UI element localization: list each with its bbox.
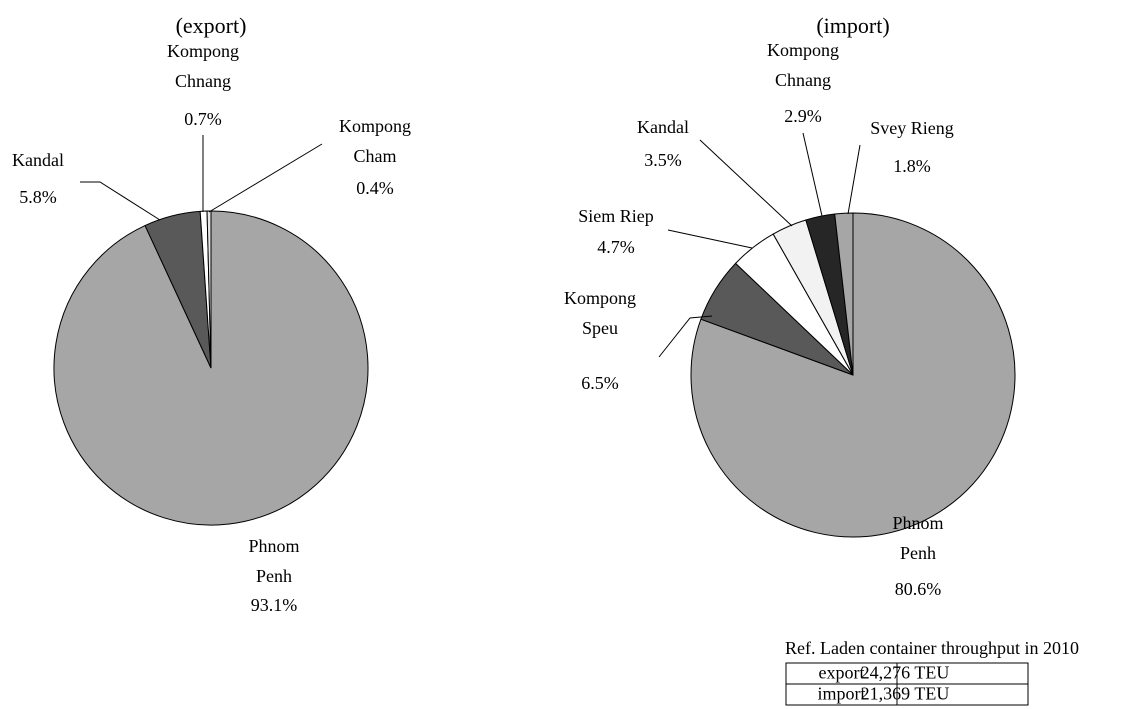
- table-cell-text: 21,369 TEU: [861, 684, 950, 704]
- pie-slice: [834, 212, 854, 376]
- slice-value-label: 93.1%: [251, 595, 298, 615]
- leader-line: [847, 144, 861, 215]
- slice-value-label: 6.5%: [581, 373, 619, 393]
- table-cell-text: export: [819, 663, 865, 683]
- leader-line: [667, 229, 753, 249]
- slice-value-label: 80.6%: [895, 579, 942, 599]
- slice-label: Phnom Penh: [892, 513, 943, 563]
- table-cell: [896, 683, 1029, 706]
- chart-title: (export): [176, 13, 247, 38]
- table-cell-text: import: [818, 684, 866, 704]
- slice-label: Kandal: [12, 150, 64, 170]
- slice-value-label: 0.4%: [356, 178, 394, 198]
- slice-label: Siem Riep: [578, 206, 654, 226]
- slice-label: Kompong Speu: [564, 288, 636, 338]
- slice-value-label: 2.9%: [784, 106, 822, 126]
- slice-label: Kandal: [637, 117, 689, 137]
- leader-line: [658, 315, 713, 358]
- slice-value-label: 4.7%: [597, 237, 635, 257]
- slice-value-label: 0.7%: [184, 109, 222, 129]
- slice-label: Svey Rieng: [870, 118, 954, 138]
- table-cell-text: 24,276 TEU: [861, 663, 950, 683]
- slice-value-label: 1.8%: [893, 156, 931, 176]
- chart-title: (import): [816, 13, 889, 38]
- leader-line: [802, 132, 823, 217]
- leader-line: [208, 143, 323, 213]
- table-title: Ref. Laden container throughput in 2010: [785, 638, 1079, 658]
- slice-label: Kompong Chnang: [167, 41, 239, 91]
- leader-line: [80, 181, 161, 221]
- slice-value-label: 3.5%: [644, 150, 682, 170]
- leader-line: [699, 139, 793, 227]
- slice-value-label: 5.8%: [19, 187, 57, 207]
- slice-label: Phnom Penh: [248, 536, 299, 586]
- slice-label: Kompong Chnang: [767, 40, 839, 90]
- slice-label: Kompong Cham: [339, 116, 411, 166]
